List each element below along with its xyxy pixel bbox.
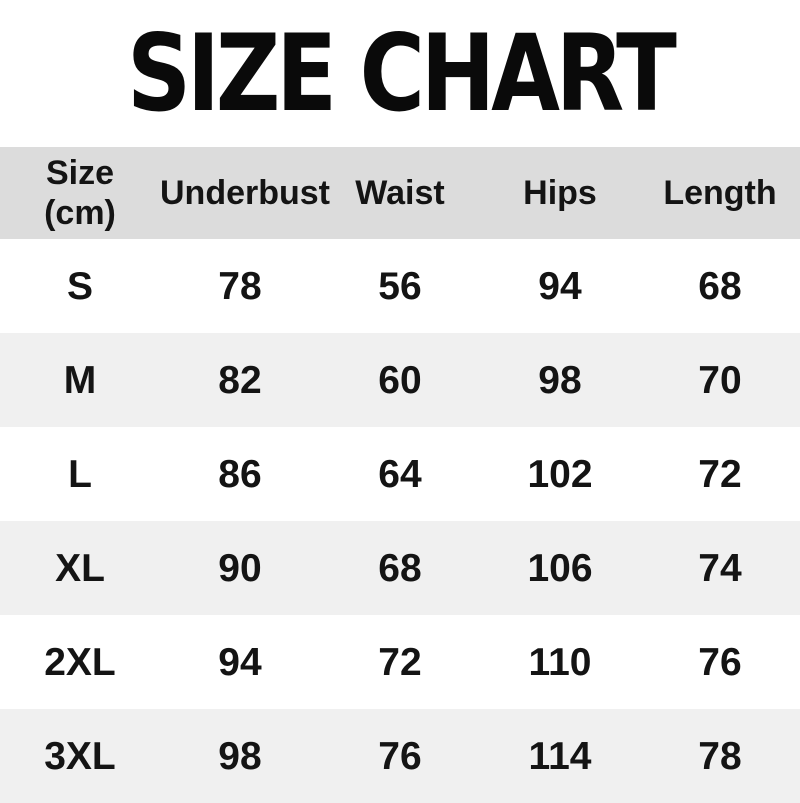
length-value: 68 (698, 264, 742, 308)
waist-value: 76 (378, 734, 422, 778)
length-value: 76 (698, 640, 742, 684)
size-label: XL (55, 546, 105, 590)
column-header-length: Length (663, 174, 777, 212)
underbust-value: 82 (218, 358, 262, 402)
column-header-waist: Waist (355, 174, 445, 212)
underbust-value: 94 (218, 640, 262, 684)
waist-value: 64 (378, 452, 422, 496)
column-header-size: Size (cm) (0, 153, 160, 233)
size-label: 3XL (44, 734, 116, 778)
hips-value: 106 (527, 546, 593, 590)
size-label: 2XL (44, 640, 116, 684)
table-row-2xl: 2XL 94 72 110 76 (0, 615, 800, 709)
underbust-value: 90 (218, 546, 262, 590)
waist-value: 68 (378, 546, 422, 590)
size-header-line1: Size (45, 153, 115, 192)
hips-value: 110 (528, 640, 592, 684)
table-row-s: S 78 56 94 68 (0, 239, 800, 333)
table-header-row: Size (cm) Underbust Waist Hips Length (0, 147, 800, 239)
length-value: 74 (698, 546, 742, 590)
size-label: S (66, 264, 93, 308)
column-header-hips: Hips (523, 174, 597, 212)
hips-value: 102 (527, 452, 593, 496)
length-value: 70 (698, 358, 742, 402)
hips-value: 94 (538, 264, 582, 308)
length-value: 72 (698, 452, 742, 496)
page-title: SIZE CHART (127, 11, 677, 135)
title-area: SIZE CHART (0, 0, 800, 147)
table-row-l: L 86 64 102 72 (0, 427, 800, 521)
table-row-xl: XL 90 68 106 74 (0, 521, 800, 615)
column-header-underbust: Underbust (160, 174, 330, 212)
underbust-value: 98 (218, 734, 262, 778)
hips-value: 98 (538, 358, 582, 402)
hips-value: 114 (528, 734, 592, 778)
underbust-value: 86 (218, 452, 262, 496)
table-row-3xl: 3XL 98 76 114 78 (0, 709, 800, 803)
table-row-m: M 82 60 98 70 (0, 333, 800, 427)
length-value: 78 (698, 734, 742, 778)
size-label: L (68, 452, 92, 496)
underbust-value: 78 (218, 264, 262, 308)
waist-value: 56 (378, 264, 422, 308)
size-label: M (63, 358, 97, 402)
size-table: Size (cm) Underbust Waist Hips Length S … (0, 147, 800, 803)
size-header-line2: (cm) (44, 194, 116, 232)
waist-value: 72 (378, 640, 422, 684)
waist-value: 60 (378, 358, 422, 402)
